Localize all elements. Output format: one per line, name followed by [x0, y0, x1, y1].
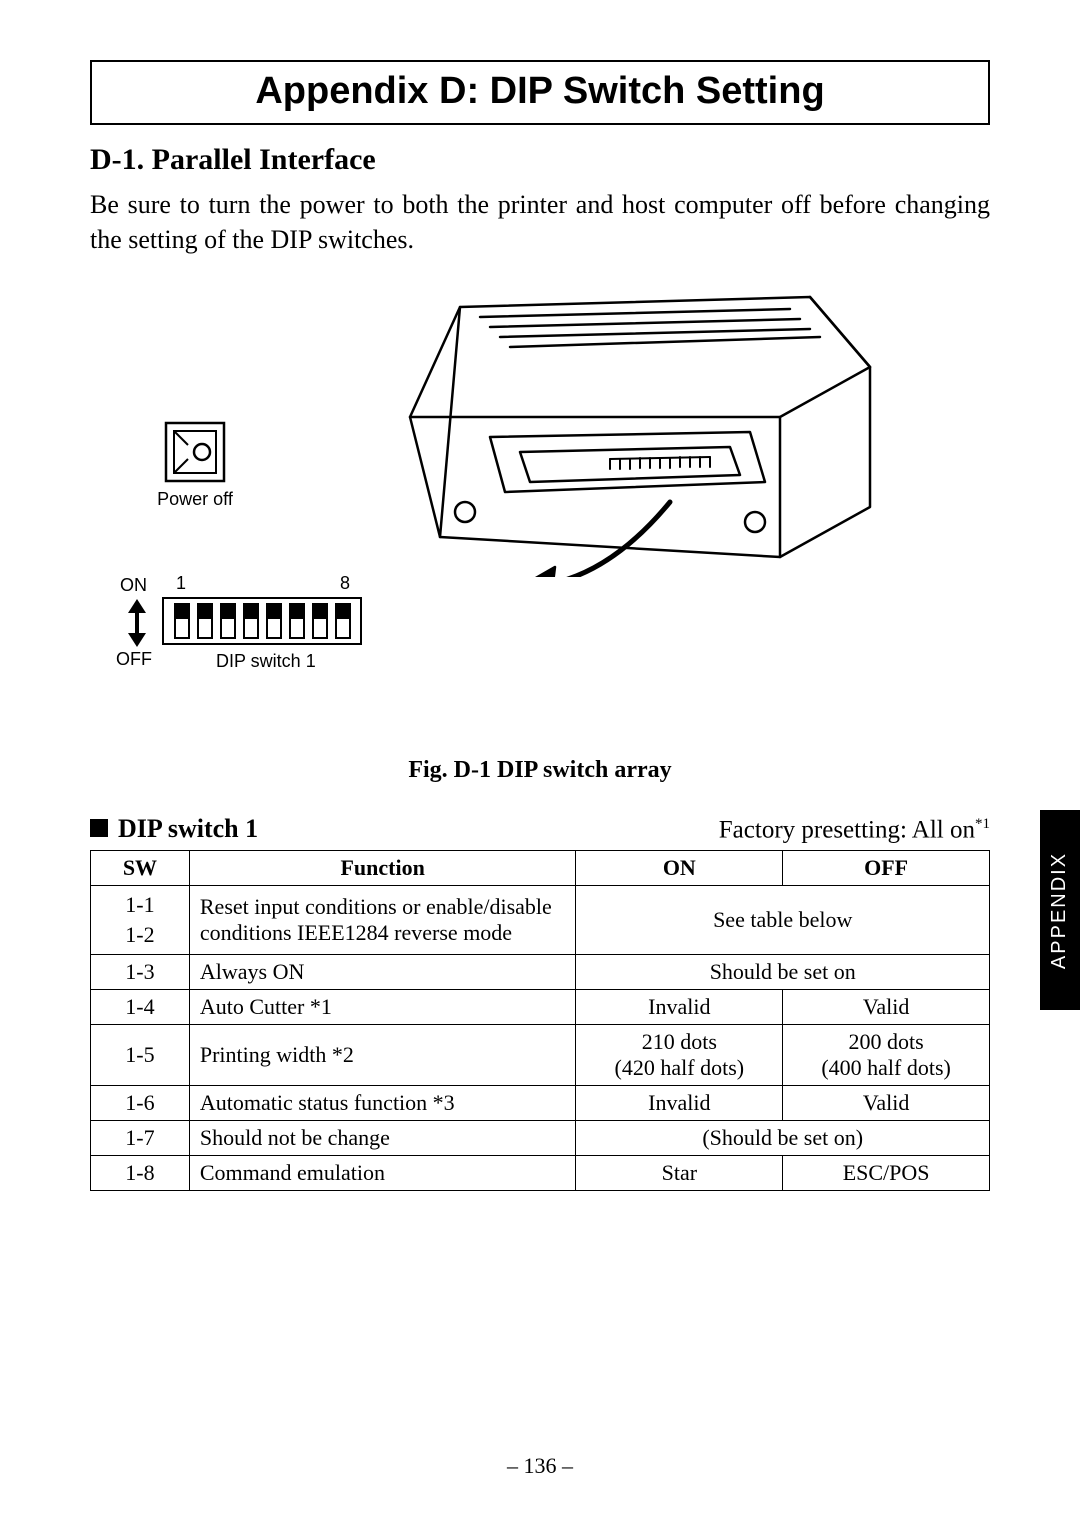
- dip-slot: [312, 603, 328, 639]
- cell-function: Automatic status function *3: [189, 1085, 576, 1120]
- table-row: 1-5Printing width *2210 dots(420 half do…: [91, 1024, 990, 1085]
- printer-illustration-icon: [370, 287, 890, 577]
- factory-preset-label: Factory presetting: All on: [719, 816, 975, 843]
- cell-on: Star: [576, 1155, 783, 1190]
- cell-function: Always ON: [189, 954, 576, 989]
- table-title-text: DIP switch 1: [118, 814, 258, 843]
- power-switch-icon: [160, 417, 230, 487]
- table-row: 1-3Always ONShould be set on: [91, 954, 990, 989]
- cell-sw: 1-6: [91, 1085, 190, 1120]
- cell-function: Should not be change: [189, 1120, 576, 1155]
- power-off-label: Power off: [150, 489, 240, 510]
- factory-preset-sup: *1: [975, 816, 990, 832]
- cell-onoff-span: (Should be set on): [576, 1120, 990, 1155]
- th-on: ON: [576, 851, 783, 886]
- table-row: 1-6Automatic status function *3InvalidVa…: [91, 1085, 990, 1120]
- dip-slot: [243, 603, 259, 639]
- cell-sw: 1-4: [91, 989, 190, 1024]
- cell-off: 200 dots(400 half dots): [783, 1024, 990, 1085]
- dip-switch-row: [162, 597, 362, 645]
- cell-function: Auto Cutter *1: [189, 989, 576, 1024]
- dip-on-label: ON: [120, 575, 147, 596]
- figure-area: Power off ON: [90, 287, 990, 747]
- dip-slot: [335, 603, 351, 639]
- cell-on: 210 dots(420 half dots): [576, 1024, 783, 1085]
- appendix-side-tab: APPENDIX: [1040, 810, 1080, 1010]
- intro-paragraph: Be sure to turn the power to both the pr…: [90, 187, 990, 257]
- page-number: – 136 –: [0, 1453, 1080, 1479]
- dip-slot: [220, 603, 236, 639]
- table-row: 1-8Command emulationStarESC/POS: [91, 1155, 990, 1190]
- table-title: DIP switch 1: [90, 814, 258, 844]
- cell-sw: 1-5: [91, 1024, 190, 1085]
- table-header-row: DIP switch 1 Factory presetting: All on*…: [90, 814, 990, 844]
- dip-num-1: 1: [176, 573, 186, 594]
- cell-off: ESC/POS: [783, 1155, 990, 1190]
- cell-function: Printing width *2: [189, 1024, 576, 1085]
- th-function: Function: [189, 851, 576, 886]
- dip-slot: [197, 603, 213, 639]
- cell-sw: 1-7: [91, 1120, 190, 1155]
- dip-off-label: OFF: [116, 649, 152, 670]
- table-row: 1-11-2Reset input conditions or enable/d…: [91, 886, 990, 954]
- cell-function: Reset input conditions or enable/disable…: [189, 886, 576, 954]
- cell-on: Invalid: [576, 1085, 783, 1120]
- section-heading: D-1. Parallel Interface: [90, 143, 990, 177]
- cell-onoff-span: See table below: [576, 886, 990, 954]
- factory-preset-text: Factory presetting: All on*1: [719, 816, 990, 844]
- dip-switch-caption: DIP switch 1: [216, 651, 316, 672]
- cell-off: Valid: [783, 989, 990, 1024]
- cell-on: Invalid: [576, 989, 783, 1024]
- cell-sw: 1-3: [91, 954, 190, 989]
- dip-slot: [289, 603, 305, 639]
- appendix-title: Appendix D: DIP Switch Setting: [92, 70, 988, 113]
- table-row: 1-7Should not be change(Should be set on…: [91, 1120, 990, 1155]
- cell-onoff-span: Should be set on: [576, 954, 990, 989]
- dip-slot: [266, 603, 282, 639]
- side-tab-label: APPENDIX: [1049, 851, 1072, 968]
- square-bullet-icon: [90, 819, 108, 837]
- appendix-title-box: Appendix D: DIP Switch Setting: [90, 60, 990, 125]
- table-row: 1-4Auto Cutter *1InvalidValid: [91, 989, 990, 1024]
- cell-sw: 1-11-2: [91, 886, 190, 954]
- updown-arrow-icon: [126, 599, 148, 647]
- cell-sw: 1-8: [91, 1155, 190, 1190]
- th-sw: SW: [91, 851, 190, 886]
- cell-off: Valid: [783, 1085, 990, 1120]
- th-off: OFF: [783, 851, 990, 886]
- figure-caption: Fig. D-1 DIP switch array: [90, 757, 990, 784]
- dip-slot: [174, 603, 190, 639]
- table-header: SW Function ON OFF: [91, 851, 990, 886]
- power-off-diagram: Power off: [150, 417, 240, 507]
- dip-num-8: 8: [340, 573, 350, 594]
- cell-function: Command emulation: [189, 1155, 576, 1190]
- dip-switch-table: SW Function ON OFF 1-11-2Reset input con…: [90, 850, 990, 1190]
